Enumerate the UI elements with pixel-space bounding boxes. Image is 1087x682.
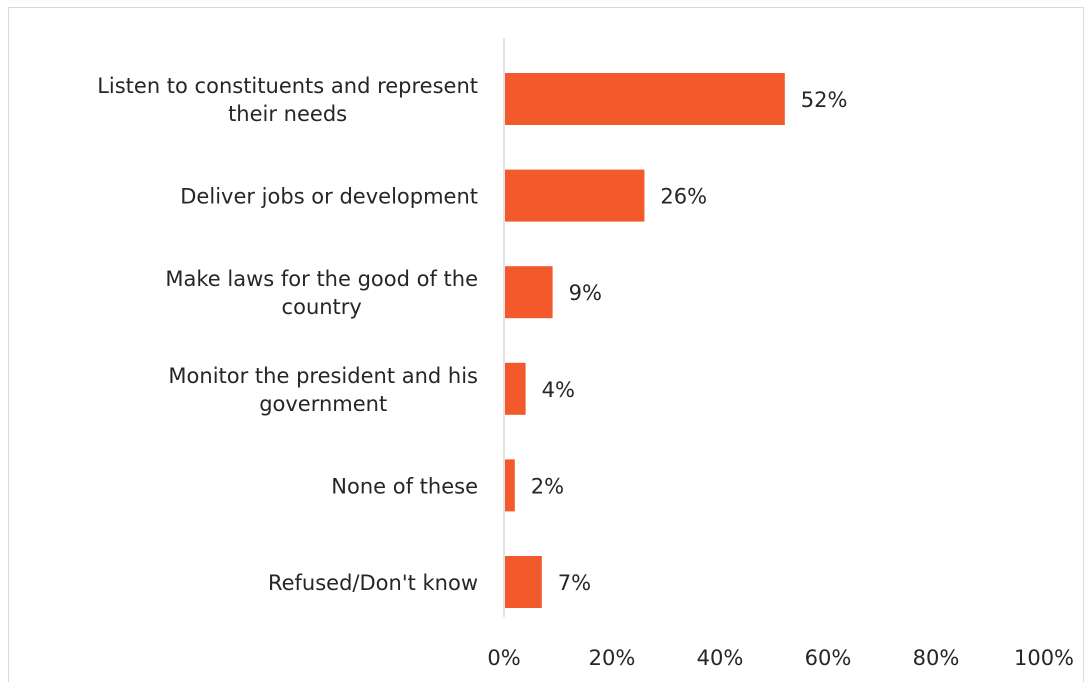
bar-5 [505, 556, 542, 608]
category-label-line: Monitor the president and his [168, 364, 478, 388]
data-label-5: 7% [558, 571, 591, 595]
data-label-4: 2% [531, 474, 564, 498]
data-labels: 52% 26% 9% 4% 2% 7% [531, 88, 848, 595]
category-label-line: Make laws for the good of the [165, 267, 478, 291]
x-tick-label-0: 0% [487, 646, 520, 670]
x-tick-label-3: 60% [805, 646, 852, 670]
category-label-line: country [282, 295, 362, 319]
x-tick-label-1: 20% [589, 646, 636, 670]
category-label-line: their needs [228, 102, 347, 126]
x-axis-tick-labels: 0% 20% 40% 60% 80% 100% [487, 646, 1074, 670]
category-labels: Listen to constituents and represent thei… [97, 74, 478, 595]
data-label-3: 4% [542, 378, 575, 402]
bar-0 [505, 73, 785, 125]
x-tick-label-4: 80% [913, 646, 960, 670]
category-label-4: None of these [331, 474, 478, 498]
bars [505, 73, 785, 608]
category-label-line: Refused/Don't know [268, 571, 478, 595]
bar-3 [505, 362, 526, 415]
category-label-1: Deliver jobs or development [180, 185, 478, 209]
x-tick-label-2: 40% [697, 646, 744, 670]
category-label-line: None of these [331, 474, 478, 498]
data-label-2: 9% [569, 281, 602, 305]
category-label-0: Listen to constituents and represent thei… [97, 74, 478, 126]
category-label-line: government [259, 392, 387, 416]
category-label-5: Refused/Don't know [268, 571, 478, 595]
category-label-2: Make laws for the good of the country [165, 267, 478, 319]
category-label-3: Monitor the president and his government [168, 364, 478, 416]
x-tick-label-5: 100% [1014, 646, 1074, 670]
bar-1 [505, 169, 645, 222]
bar-4 [505, 459, 515, 512]
data-label-0: 52% [801, 88, 848, 112]
category-label-line: Deliver jobs or development [180, 185, 478, 209]
bar-2 [505, 266, 553, 319]
data-label-1: 26% [660, 185, 707, 209]
chart-frame [8, 7, 1084, 682]
category-label-line: Listen to constituents and represent [97, 74, 478, 98]
